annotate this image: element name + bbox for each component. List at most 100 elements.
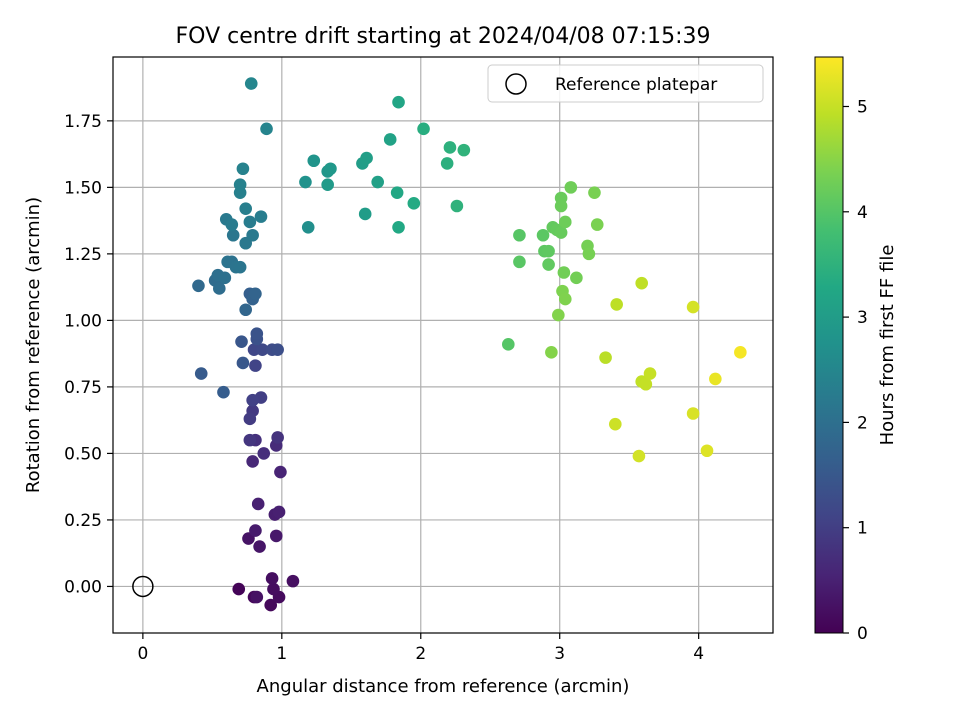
data-point (686, 407, 700, 420)
data-point (239, 303, 252, 317)
colorbar-gradient (814, 56, 844, 634)
data-point (253, 540, 266, 553)
data-point (235, 335, 248, 348)
data-point (212, 282, 226, 295)
data-point (392, 220, 405, 234)
x-tick-label: 2 (415, 644, 426, 664)
data-point (236, 356, 250, 370)
data-point (267, 582, 280, 596)
data-point (271, 431, 284, 444)
data-point (443, 141, 457, 154)
data-point (536, 228, 550, 242)
y-tick-label: 1.00 (64, 311, 102, 331)
data-point (358, 207, 372, 221)
legend-marker-icon (505, 73, 527, 95)
data-point (700, 444, 714, 458)
data-point (254, 210, 268, 223)
data-point (301, 220, 315, 234)
data-point (225, 218, 239, 231)
data-point (264, 598, 278, 612)
data-point (554, 226, 568, 239)
reference-point-marker (132, 575, 154, 598)
data-point (557, 266, 571, 279)
data-point (552, 308, 565, 322)
data-point (246, 393, 259, 407)
x-tick-label: 0 (137, 644, 148, 664)
data-point (272, 505, 286, 519)
data-point (256, 343, 269, 356)
colorbar-tick-label: 0 (857, 624, 868, 644)
data-point (457, 143, 471, 157)
data-point (249, 287, 262, 301)
data-point (246, 455, 259, 468)
data-point (257, 447, 271, 460)
colorbar-ticks: 0 1 2 3 4 5 (843, 97, 868, 644)
x-axis-label: Angular distance from reference (arcmin) (257, 676, 630, 697)
data-point (545, 346, 558, 359)
data-point (233, 260, 247, 274)
data-point (243, 412, 257, 426)
data-point (643, 367, 657, 380)
data-point (390, 186, 404, 199)
data-point (590, 218, 604, 231)
data-point (236, 162, 250, 176)
data-point (542, 244, 555, 258)
chart-title: FOV centre drift starting at 2024/04/08 … (176, 24, 711, 49)
data-point (554, 199, 568, 213)
data-point (392, 95, 405, 109)
colorbar-tick-label: 1 (857, 519, 868, 539)
colorbar: 0 1 2 3 4 5 Hours from first FF file (814, 56, 898, 644)
data-point (588, 186, 601, 199)
data-point (217, 385, 230, 399)
data-point (232, 582, 246, 596)
data-point (218, 271, 232, 285)
y-tick-label: 0.00 (64, 577, 102, 597)
data-point (582, 247, 596, 261)
data-point (321, 178, 334, 192)
reference-layer (132, 575, 154, 598)
data-point (635, 276, 648, 290)
data-point (371, 175, 384, 189)
data-point (271, 343, 284, 356)
y-tick-label: 1.50 (64, 178, 102, 198)
data-point (260, 122, 273, 136)
data-point (194, 367, 208, 380)
data-point (243, 433, 257, 447)
data-point (440, 157, 454, 170)
data-point (246, 228, 259, 242)
y-tick-label: 1.75 (64, 112, 102, 132)
data-point (564, 181, 578, 194)
x-tick-label: 4 (693, 644, 704, 664)
data-point (286, 574, 300, 588)
points-layer (192, 77, 747, 612)
data-point (307, 154, 321, 168)
data-point (383, 133, 397, 146)
data-point (513, 228, 526, 242)
plot-frame (112, 56, 774, 634)
data-point (734, 346, 747, 359)
data-point (250, 590, 264, 604)
data-point (608, 417, 622, 431)
data-point (450, 199, 464, 213)
legend: Reference platepar (487, 64, 764, 103)
y-tick-label: 0.75 (64, 378, 102, 398)
data-point (239, 202, 252, 215)
colorbar-tick-label: 5 (857, 97, 868, 117)
legend-label: Reference platepar (555, 75, 717, 95)
data-point (324, 162, 337, 176)
data-point (249, 359, 262, 372)
data-point (610, 298, 623, 311)
data-point (542, 258, 555, 271)
data-point (299, 175, 312, 189)
data-point (250, 327, 264, 340)
y-tick-label: 0.25 (64, 511, 102, 531)
data-point (558, 292, 572, 306)
colorbar-tick-label: 2 (857, 413, 868, 433)
data-point (269, 529, 283, 543)
data-point (686, 300, 700, 314)
grid-layer (113, 57, 773, 633)
data-point (243, 215, 257, 229)
data-point (558, 215, 572, 229)
y-tick-label: 0.50 (64, 444, 102, 464)
data-point (274, 465, 287, 479)
